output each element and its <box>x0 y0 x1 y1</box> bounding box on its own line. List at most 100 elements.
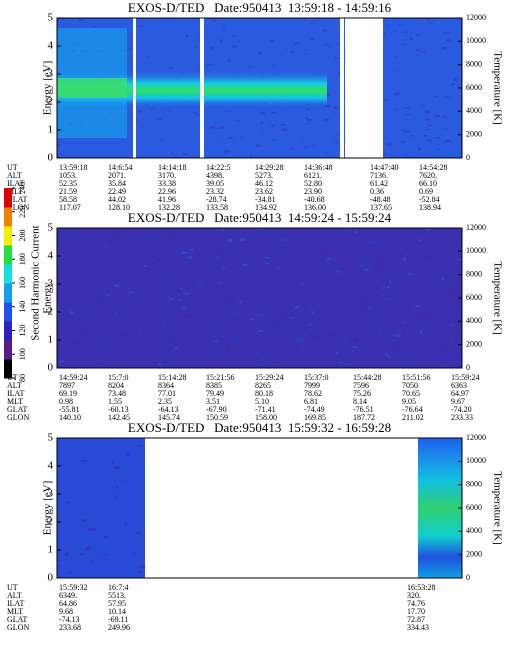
spectrogram-texture <box>180 287 183 291</box>
spectrogram-texture <box>386 317 390 319</box>
y2-tick-label: 6000 <box>466 503 482 512</box>
spectrogram-texture <box>415 305 421 308</box>
spectrogram-texture <box>259 112 266 115</box>
spectrogram-texture <box>311 303 316 306</box>
spectrogram-texture <box>58 302 63 304</box>
spectrogram-texture <box>85 548 90 551</box>
spectrogram-texture <box>227 59 232 62</box>
y2-tick-label: 4000 <box>466 106 482 115</box>
ephemeris-value: 75.26 <box>353 389 371 398</box>
spectrogram-texture <box>382 286 385 290</box>
spectrogram-texture <box>306 107 309 111</box>
spectrogram-texture <box>96 293 103 296</box>
spectrogram-texture <box>441 343 447 346</box>
spectrogram-texture <box>122 441 125 444</box>
colorbar-segment <box>4 302 12 322</box>
spectrogram-texture <box>64 304 70 307</box>
spectrogram-texture <box>167 343 172 346</box>
spectrogram-texture <box>306 264 310 266</box>
spectrogram-texture <box>352 345 359 349</box>
ephemeris-label: ILAT <box>7 389 24 398</box>
spectrogram-texture <box>409 37 414 41</box>
spectrogram-texture <box>401 321 405 324</box>
spectrogram-texture <box>188 45 191 47</box>
spectrogram-texture <box>423 258 427 261</box>
ephemeris-value: 6121. <box>304 171 322 180</box>
ephemeris-value: 133.58 <box>206 203 228 212</box>
spectrogram-texture <box>385 77 389 79</box>
y2-tick-label: 6000 <box>466 83 482 92</box>
spectrogram-texture <box>451 83 455 86</box>
spectrogram-texture <box>210 47 214 49</box>
spectrogram-texture <box>324 152 328 154</box>
spectrogram-texture <box>345 250 348 253</box>
ephemeris-value: 16:7:4 <box>108 583 128 592</box>
spectrogram-texture <box>101 542 105 545</box>
spectrogram-texture <box>428 254 435 257</box>
y-tick-label: 1 <box>48 124 54 136</box>
ephemeris-value: 9.67 <box>451 397 465 406</box>
spectrogram-texture <box>400 38 406 41</box>
y2-tick-label: 6000 <box>466 293 482 302</box>
ephemeris-value: 5.10 <box>255 397 269 406</box>
ephemeris-value: -60.13 <box>108 405 129 414</box>
ephemeris-value: 8204 <box>108 381 124 390</box>
ephemeris-value: 13:59:18 <box>59 163 87 172</box>
spectrogram-texture <box>395 347 402 349</box>
spectrogram-texture <box>323 311 329 315</box>
ephemeris-label: UT <box>7 373 18 382</box>
data-gap <box>133 18 136 158</box>
spectrogram-texture <box>169 298 173 301</box>
spectrogram-texture <box>402 331 406 335</box>
spectrogram-texture <box>428 364 434 366</box>
spectrogram-texture <box>424 228 431 231</box>
spectrogram-texture <box>421 51 426 53</box>
spectrogram-texture <box>227 136 233 140</box>
spectrogram-texture <box>264 262 270 265</box>
y2-tick-label: 2000 <box>466 339 482 348</box>
panel-title: EXOS-D/TED Date:950413 14:59:24 - 15:59:… <box>128 210 392 225</box>
colorbar-tick-label: 180 <box>18 253 27 265</box>
spectrogram-texture <box>116 315 120 318</box>
spectrogram-texture <box>101 340 106 343</box>
spectrogram-texture <box>125 512 131 516</box>
spectrogram-texture <box>171 152 174 155</box>
spectrogram-texture <box>426 139 433 142</box>
spectrogram-texture <box>103 452 109 455</box>
spectrogram-texture <box>418 357 423 360</box>
spectrogram-texture <box>91 528 97 531</box>
ephemeris-label: UT <box>7 163 18 172</box>
spectrogram-texture <box>115 502 120 505</box>
spectrogram-texture <box>214 274 221 276</box>
spectrogram-texture <box>168 297 173 299</box>
spectrogram-texture <box>338 362 344 364</box>
spectrogram-texture <box>347 228 351 231</box>
spectrogram-texture <box>63 236 67 240</box>
colorbar-tick-label: 160 <box>18 277 27 289</box>
spectrogram-texture <box>220 39 223 43</box>
ephemeris-value: 21.59 <box>59 187 77 196</box>
spectrogram-texture <box>154 304 160 307</box>
spectrogram-texture <box>308 335 313 339</box>
spectrogram-texture <box>283 315 289 318</box>
ephemeris-value: 52.35 <box>59 179 77 188</box>
spectrogram-texture <box>357 331 364 335</box>
spectrogram-texture <box>80 501 85 505</box>
spectrogram-texture <box>98 496 102 499</box>
y2-tick-label: 12000 <box>466 433 486 442</box>
ephemeris-value: 66.10 <box>419 179 437 188</box>
spectrogram-texture <box>224 149 230 153</box>
ephemeris-value: 334.43 <box>407 623 429 632</box>
y2-tick-label: 0 <box>466 363 470 372</box>
spectrogram-texture <box>226 110 232 113</box>
spectrogram-texture <box>313 355 316 357</box>
spectrogram-texture <box>294 305 299 309</box>
spectrogram-texture <box>118 230 123 233</box>
spectrogram-texture <box>444 362 448 365</box>
spectrogram-texture <box>352 344 357 347</box>
spectrogram-texture <box>248 66 254 69</box>
spectrogram-texture <box>246 359 250 361</box>
ephemeris-label: GLON <box>7 623 29 632</box>
spectrogram-texture <box>266 298 271 300</box>
spectrogram-texture <box>174 347 178 350</box>
